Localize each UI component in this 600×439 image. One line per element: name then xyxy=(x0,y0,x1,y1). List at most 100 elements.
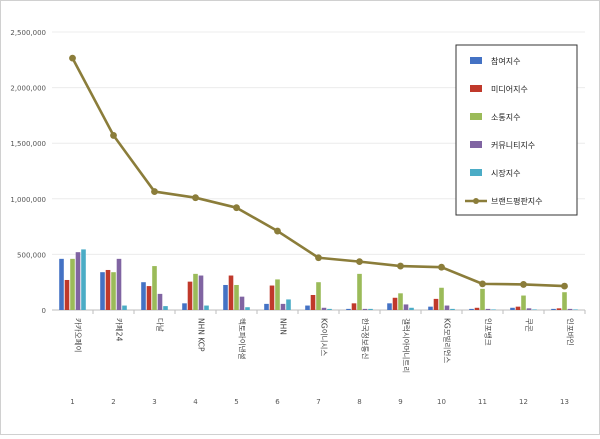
line-point xyxy=(151,188,158,195)
bar xyxy=(316,282,321,310)
bar xyxy=(556,308,562,310)
line-point xyxy=(233,204,240,212)
bar xyxy=(433,298,439,310)
bar xyxy=(157,293,163,310)
line-point xyxy=(438,263,445,271)
x-category-number: 8 xyxy=(357,398,361,406)
x-tick-label: KG이니시스 xyxy=(320,318,330,356)
bar xyxy=(351,303,357,310)
bar xyxy=(75,252,81,310)
bar xyxy=(474,307,480,310)
legend-label: 브랜드평판지수 xyxy=(491,196,543,206)
bar xyxy=(403,304,409,310)
bar xyxy=(264,303,269,310)
bar xyxy=(469,308,474,310)
bar xyxy=(346,308,351,310)
bar xyxy=(398,293,403,310)
x-tick-label: 헥토파이낸셜 xyxy=(238,318,248,359)
bar xyxy=(228,275,234,310)
bar xyxy=(491,309,496,310)
x-category-number: 3 xyxy=(152,398,156,406)
bar xyxy=(368,308,373,310)
bar xyxy=(81,249,86,310)
bar xyxy=(286,299,291,310)
x-tick-label: 쿠콘 xyxy=(525,318,534,332)
legend-swatch xyxy=(470,57,482,64)
legend-swatch xyxy=(470,169,482,176)
x-tick-label: 카페24 xyxy=(115,318,125,342)
bar xyxy=(327,308,332,310)
x-tick-label: 인포바인 xyxy=(566,318,576,346)
x-tick-label: 카카오페이 xyxy=(74,318,84,353)
bar xyxy=(387,303,392,310)
bar xyxy=(510,307,515,310)
x-category-number: 2 xyxy=(111,398,115,406)
bar xyxy=(193,273,198,310)
bar xyxy=(204,305,209,310)
bar xyxy=(428,306,433,310)
y-tick-label: 500,000 xyxy=(17,251,46,259)
bar xyxy=(409,307,414,310)
bar xyxy=(234,284,239,310)
x-tick-label: 다날 xyxy=(156,318,166,332)
legend-swatch xyxy=(470,85,482,92)
bar xyxy=(122,305,127,310)
line-point xyxy=(192,194,199,202)
bar xyxy=(269,285,275,310)
line-point xyxy=(110,132,117,139)
bar xyxy=(573,309,578,310)
bar xyxy=(562,292,567,310)
x-axis: 카카오페이 1 카페24 2 다날 3 NHN KCP 4 헥토파이낸셜 5 NHN 6 KG이니시스 7… xyxy=(70,310,586,406)
x-tick-label: NHN xyxy=(279,318,288,335)
bar xyxy=(239,296,245,310)
y-tick-label: 2,500,000 xyxy=(10,29,46,37)
bar xyxy=(305,305,310,310)
bar xyxy=(515,306,521,310)
bar xyxy=(64,279,70,310)
bar xyxy=(146,286,152,310)
bar xyxy=(59,258,64,310)
x-tick-label: 갤럭시아머니트리 xyxy=(402,318,412,373)
x-tick-label: NHN KCP xyxy=(197,318,206,352)
bar xyxy=(439,287,444,310)
line-point xyxy=(397,262,404,270)
line-point xyxy=(520,281,527,288)
bar xyxy=(275,279,280,310)
x-category-number: 5 xyxy=(234,398,238,406)
bar xyxy=(392,297,398,310)
x-tick-label: KG모빌리언스 xyxy=(443,318,453,363)
legend-label: 참여지수 xyxy=(491,56,520,66)
legend-label: 미디어지수 xyxy=(491,84,528,94)
bar xyxy=(521,295,526,310)
x-category-number: 12 xyxy=(519,398,528,406)
bar xyxy=(198,275,204,310)
line-point xyxy=(356,258,363,266)
bar xyxy=(526,308,532,310)
x-tick-label: 한국정보통신 xyxy=(361,318,371,359)
bar xyxy=(310,294,316,310)
line-point xyxy=(69,54,76,62)
x-category-number: 4 xyxy=(193,398,198,406)
legend-label: 커뮤니티지수 xyxy=(491,140,535,150)
bar xyxy=(444,305,450,310)
x-category-number: 13 xyxy=(560,398,569,406)
legend-swatch xyxy=(470,113,482,120)
bar xyxy=(567,308,573,310)
bar xyxy=(551,308,556,310)
y-tick-label: 1,000,000 xyxy=(10,196,46,204)
legend-label: 시장지수 xyxy=(491,168,520,178)
x-category-number: 11 xyxy=(478,398,487,406)
line-point xyxy=(315,254,322,262)
bar xyxy=(321,307,327,310)
bar xyxy=(223,284,228,310)
bar xyxy=(245,307,250,310)
bar xyxy=(532,309,537,310)
bar xyxy=(100,272,105,310)
bar xyxy=(111,272,116,310)
line-point xyxy=(274,227,281,235)
bar xyxy=(480,288,485,310)
line-series xyxy=(69,54,568,290)
bar xyxy=(70,258,75,310)
bar xyxy=(182,303,187,310)
